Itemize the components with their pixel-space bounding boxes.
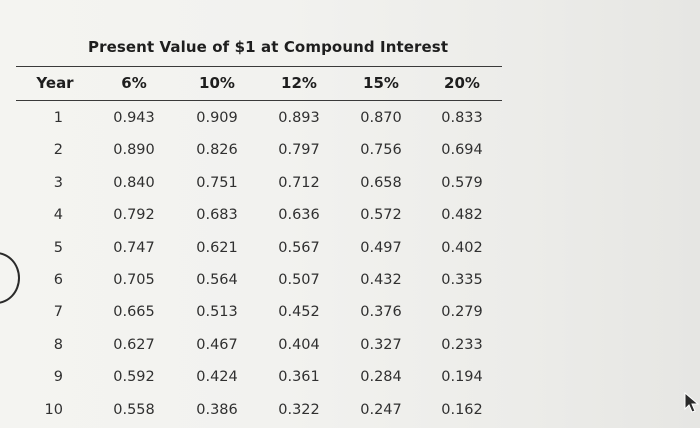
value-cell: 0.592 bbox=[113, 369, 155, 386]
value-cell: 0.579 bbox=[441, 174, 483, 191]
value-cell: 0.833 bbox=[441, 110, 483, 126]
header-12pct: 12% bbox=[281, 74, 317, 92]
value-cell: 0.621 bbox=[196, 239, 238, 256]
header-6pct: 6% bbox=[121, 74, 147, 92]
value-cell: 0.870 bbox=[360, 110, 402, 126]
value-cell: 0.756 bbox=[360, 142, 402, 159]
value-cell: 0.840 bbox=[113, 174, 155, 191]
value-cell: 0.909 bbox=[196, 110, 238, 126]
year-cell: 2 bbox=[53, 142, 63, 159]
value-cell: 0.797 bbox=[278, 142, 320, 159]
year-cell: 10 bbox=[44, 401, 63, 418]
value-cell: 0.513 bbox=[196, 304, 238, 321]
value-cell: 0.327 bbox=[360, 336, 402, 353]
value-cell: 0.683 bbox=[196, 207, 238, 224]
value-cell: 0.627 bbox=[113, 336, 155, 353]
value-cell: 0.747 bbox=[113, 239, 155, 256]
value-cell: 0.567 bbox=[278, 239, 320, 256]
value-cell: 0.482 bbox=[441, 207, 483, 224]
value-cell: 0.497 bbox=[360, 239, 402, 256]
year-cell: 7 bbox=[53, 304, 63, 321]
header-year: Year bbox=[36, 74, 74, 92]
mouse-pointer-icon bbox=[684, 392, 700, 413]
value-cell: 0.432 bbox=[360, 272, 402, 288]
year-cell: 5 bbox=[53, 239, 63, 256]
year-cell: 3 bbox=[53, 174, 63, 191]
value-cell: 0.890 bbox=[113, 142, 155, 159]
value-cell: 0.322 bbox=[278, 401, 320, 418]
value-cell: 0.751 bbox=[196, 174, 238, 191]
edge-circle-mark bbox=[0, 252, 20, 304]
value-cell: 0.162 bbox=[441, 401, 483, 418]
value-cell: 0.665 bbox=[113, 304, 155, 321]
value-cell: 0.467 bbox=[196, 336, 238, 353]
value-cell: 0.826 bbox=[196, 142, 238, 159]
value-cell: 0.792 bbox=[113, 207, 155, 224]
value-cell: 0.558 bbox=[113, 401, 155, 418]
value-cell: 0.194 bbox=[441, 369, 483, 386]
value-cell: 0.572 bbox=[360, 207, 402, 224]
value-cell: 0.705 bbox=[113, 272, 155, 288]
value-cell: 0.507 bbox=[278, 272, 320, 288]
value-cell: 0.233 bbox=[441, 336, 483, 353]
value-cell: 0.893 bbox=[278, 110, 320, 126]
year-cell: 6 bbox=[53, 272, 63, 288]
value-cell: 0.335 bbox=[441, 272, 483, 288]
value-cell: 0.386 bbox=[196, 401, 238, 418]
year-cell: 8 bbox=[53, 336, 63, 353]
value-cell: 0.564 bbox=[196, 272, 238, 288]
value-cell: 0.452 bbox=[278, 304, 320, 321]
header-10pct: 10% bbox=[199, 74, 235, 92]
value-cell: 0.279 bbox=[441, 304, 483, 321]
value-cell: 0.376 bbox=[360, 304, 402, 321]
value-cell: 0.658 bbox=[360, 174, 402, 191]
year-cell: 1 bbox=[53, 110, 63, 126]
table-header-rule bbox=[16, 100, 502, 101]
table-title: Present Value of $1 at Compound Interest bbox=[88, 38, 449, 56]
value-cell: 0.284 bbox=[360, 369, 402, 386]
table-top-rule bbox=[16, 66, 502, 67]
year-cell: 9 bbox=[53, 369, 63, 386]
value-cell: 0.424 bbox=[196, 369, 238, 386]
value-cell: 0.636 bbox=[278, 207, 320, 224]
value-cell: 0.402 bbox=[441, 239, 483, 256]
value-cell: 0.694 bbox=[441, 142, 483, 159]
header-20pct: 20% bbox=[444, 74, 480, 92]
year-cell: 4 bbox=[53, 207, 63, 224]
value-cell: 0.943 bbox=[113, 110, 155, 126]
value-cell: 0.361 bbox=[278, 369, 320, 386]
value-cell: 0.404 bbox=[278, 336, 320, 353]
value-cell: 0.247 bbox=[360, 401, 402, 418]
value-cell: 0.712 bbox=[278, 174, 320, 191]
header-15pct: 15% bbox=[363, 74, 399, 92]
